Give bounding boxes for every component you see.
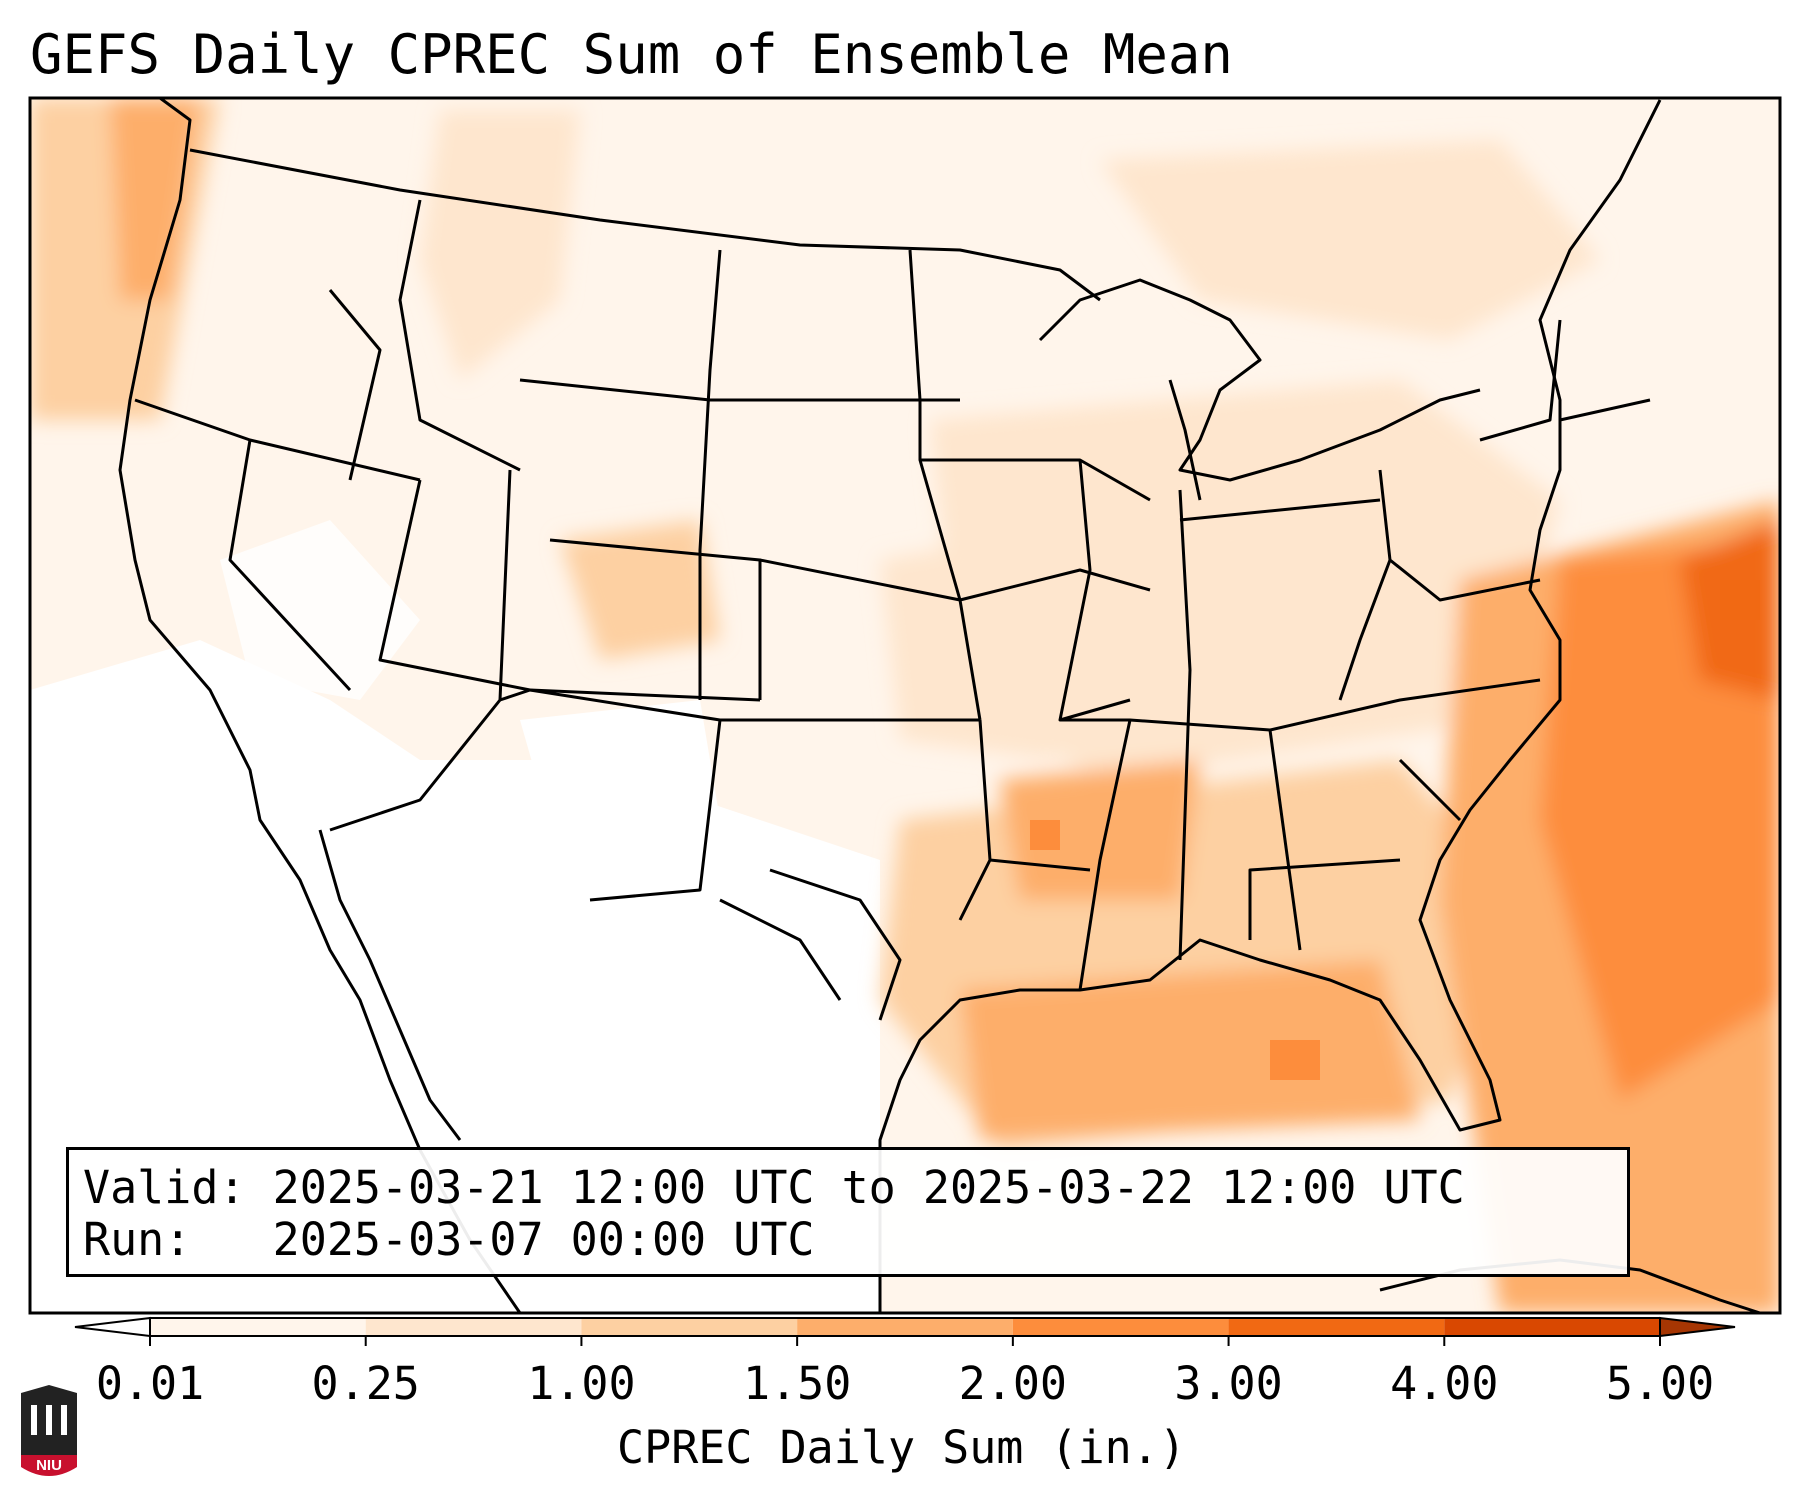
niu-logo-text: NIU <box>36 1457 62 1474</box>
map-frame <box>28 96 1782 1315</box>
run-value: 2025-03-07 00:00 UTC <box>272 1213 815 1266</box>
colorbar-tick-label: 0.01 <box>95 1357 205 1410</box>
colorbar <box>74 1316 1736 1346</box>
valid-line: Valid: 2025-03-21 12:00 UTC to 2025-03-2… <box>83 1162 1465 1214</box>
colorbar-border <box>149 1317 1661 1337</box>
colorbar-segment <box>797 1318 1013 1336</box>
colorbar-tick-label: 5.00 <box>1605 1357 1715 1410</box>
colorbar-tick-label: 3.00 <box>1174 1357 1283 1410</box>
colorbar-tick-label: 0.25 <box>311 1357 420 1410</box>
colorbar-segment <box>581 1318 798 1336</box>
valid-label: Valid: <box>83 1161 246 1214</box>
colorbar-segment <box>1228 1318 1445 1336</box>
precip-field <box>30 98 1780 1313</box>
colorbar-tick-label: 1.00 <box>527 1357 636 1410</box>
valid-info-box: Valid: 2025-03-21 12:00 UTC to 2025-03-2… <box>66 1147 1630 1277</box>
colorbar-segment <box>365 1318 582 1336</box>
niu-logo: NIU <box>21 1385 77 1476</box>
run-line: Run: 2025-03-07 00:00 UTC <box>83 1214 815 1266</box>
colorbar-under-extend <box>74 1316 151 1338</box>
run-label: Run: <box>83 1213 192 1266</box>
colorbar-segment <box>1444 1318 1660 1336</box>
colorbar-tick-label: 2.00 <box>958 1357 1068 1410</box>
colorbar-tick-label: 1.50 <box>742 1357 852 1410</box>
coastlines-and-borders <box>118 98 1761 1313</box>
colorbar-segment <box>1012 1318 1229 1336</box>
valid-value: 2025-03-21 12:00 UTC to 2025-03-22 12:00… <box>272 1161 1465 1214</box>
colorbar-segment <box>150 1318 366 1336</box>
map-title: GEFS Daily CPREC Sum of Ensemble Mean <box>30 23 1233 86</box>
colorbar-tick-label: 4.00 <box>1390 1357 1499 1410</box>
colorbar-label: CPREC Daily Sum (in.) <box>617 1421 1186 1474</box>
colorbar-over-extend <box>1659 1316 1736 1338</box>
